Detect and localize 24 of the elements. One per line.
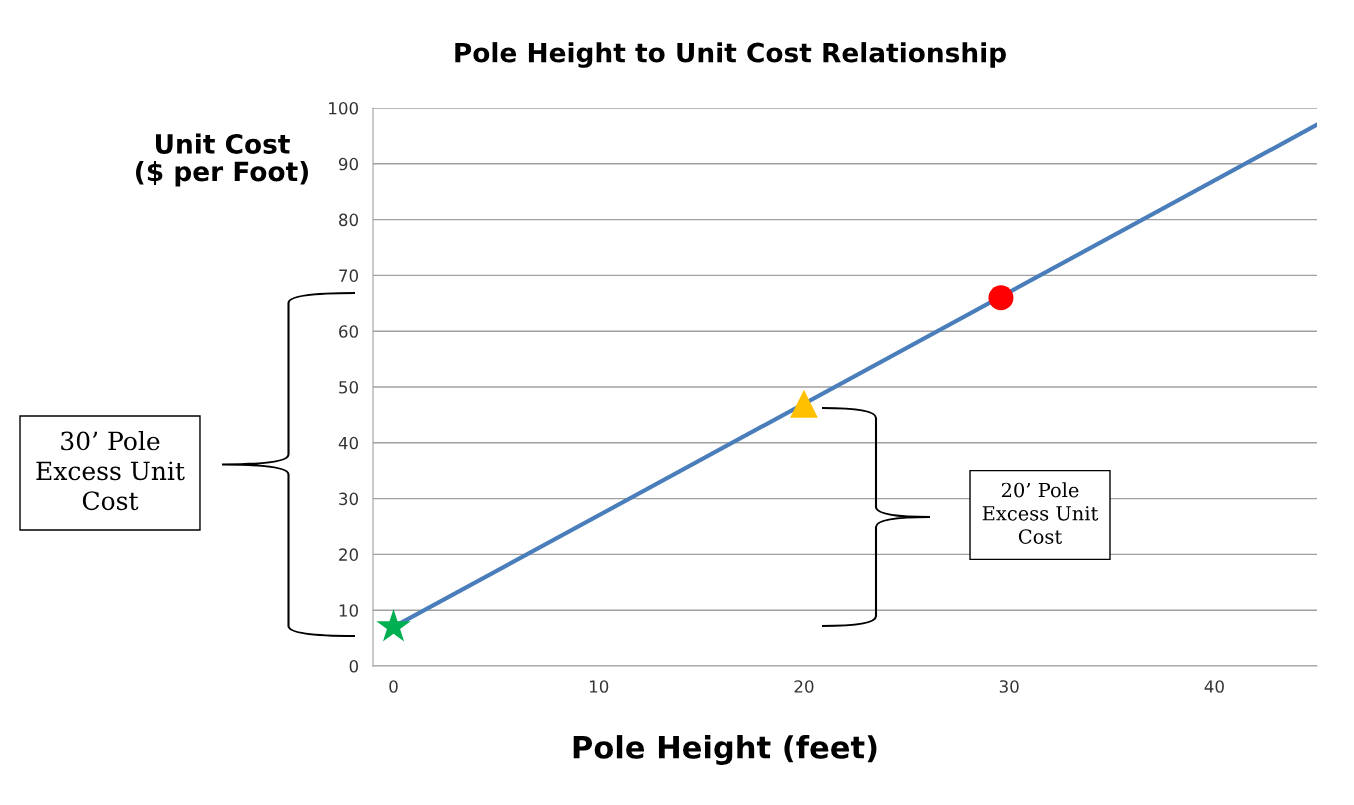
y-tick-label: 20	[339, 548, 358, 561]
y-tick-label: 0	[349, 659, 358, 673]
annotation: 20’ Pole Excess Unit Cost	[982, 482, 1099, 544]
y-tick-label: 70	[339, 269, 358, 282]
x-tick-label: 20	[794, 680, 814, 693]
x-axis-title: Pole Height (feet)	[573, 735, 877, 765]
y-tick-label: 100	[329, 101, 358, 115]
point	[790, 389, 818, 418]
chart-title: Pole Height to Unit Cost Relationship	[455, 42, 1006, 68]
x-tick-label: 30	[999, 680, 1019, 693]
y-tick-label: 80	[339, 213, 358, 227]
y-tick-label: 50	[339, 380, 358, 394]
text: 30’ Pole Excess Unit Cost	[36, 431, 185, 511]
point	[376, 608, 411, 642]
y-tick-label: 60	[339, 325, 358, 338]
x-tick-label: 0	[389, 680, 398, 693]
point	[988, 285, 1014, 311]
y-tick-label: 90	[338, 157, 358, 171]
x-tick-label: 10	[589, 680, 609, 693]
x-tick-label: 40	[1204, 680, 1224, 693]
y-tick-label: 40	[338, 436, 358, 450]
y-axis-title: Unit Cost ($ per Foot)	[136, 133, 308, 187]
y-tick-label: 30	[339, 492, 358, 506]
y-tick-label: 10	[339, 604, 358, 617]
